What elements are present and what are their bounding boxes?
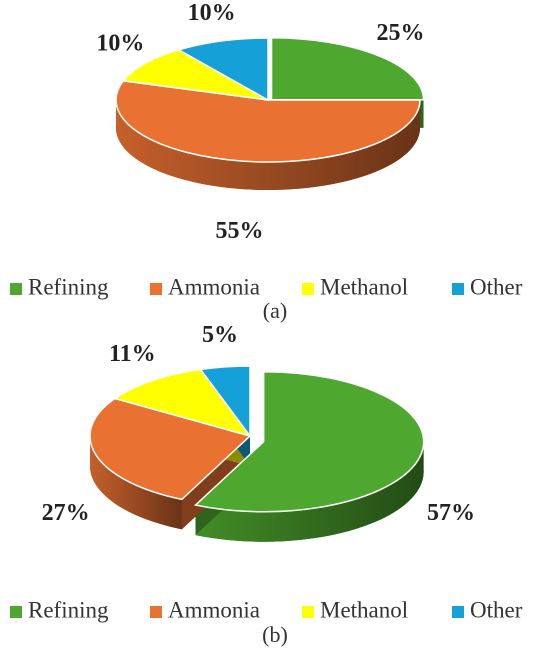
data-label: 55% — [215, 218, 263, 244]
slice — [193, 370, 425, 513]
legend-label: Other — [470, 274, 523, 299]
slice — [176, 37, 269, 102]
data-label: 5% — [202, 322, 238, 348]
legend-swatch — [452, 606, 464, 618]
data-label: 10% — [188, 0, 236, 26]
slice — [122, 49, 269, 101]
slice-wall — [116, 100, 420, 190]
legend-label: Methanol — [320, 597, 408, 622]
legend-swatch — [452, 283, 464, 295]
legend-swatch — [10, 606, 22, 618]
data-label: 27% — [42, 500, 90, 526]
legend-label: Methanol — [320, 274, 408, 299]
data-label: 57% — [427, 500, 475, 526]
legend-label: Refining — [28, 274, 109, 299]
legend-label: Ammonia — [168, 274, 260, 299]
caption: (a) — [263, 298, 287, 323]
legend-swatch — [10, 283, 22, 295]
data-label: 10% — [96, 30, 144, 56]
legend-swatch — [302, 606, 314, 618]
slice — [113, 368, 252, 438]
slice-wall — [90, 436, 182, 530]
legend-label: Refining — [28, 597, 109, 622]
slice — [89, 397, 252, 501]
legend-label: Ammonia — [168, 597, 260, 622]
legend-swatch — [150, 606, 162, 618]
data-label: 25% — [377, 20, 425, 46]
data-label: 11% — [109, 341, 156, 367]
legend-label: Other — [470, 597, 523, 622]
slice — [270, 36, 425, 101]
slice — [199, 365, 251, 439]
legend-swatch — [302, 283, 314, 295]
caption: (b) — [262, 622, 288, 647]
slice — [115, 80, 421, 163]
legend-swatch — [150, 283, 162, 295]
slice-wall — [195, 441, 424, 542]
